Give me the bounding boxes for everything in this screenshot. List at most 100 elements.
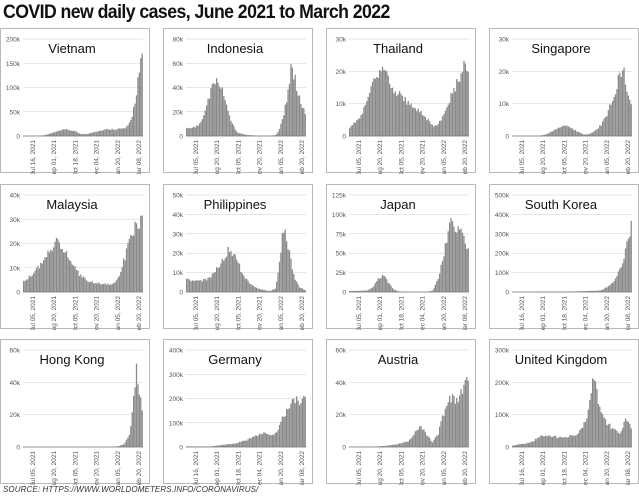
bar [446,107,448,136]
panel-austria: 0 20k 40k 60k Jul 05, 2021 Aug 20, 2021 Oct 05… [326,339,476,485]
bar [457,81,459,136]
bar [587,409,589,447]
bar [602,414,604,447]
bar [71,264,73,292]
bar [296,90,298,136]
x-tick-label: Oct 05, 2021 [235,140,242,174]
bar [363,290,365,292]
bar [522,443,524,447]
bar [570,128,572,136]
bar [381,275,384,292]
bar [97,131,99,136]
bar [453,87,455,136]
y-tick-label: 10k [10,265,21,272]
bar [301,108,303,136]
y-tick-label: 300k [495,348,510,355]
country-label: Hong Kong [39,352,105,367]
bar [600,412,602,447]
bar [616,276,618,292]
bar [610,429,612,447]
bar [75,269,78,292]
bar [210,277,212,292]
bar [380,277,382,292]
bar [267,434,269,447]
y-tick-label: 0 [179,290,183,297]
bar [401,95,404,136]
bar [460,389,462,447]
bar [439,273,441,292]
bar [537,437,539,447]
bar [607,424,609,447]
bar [447,104,449,136]
bar [286,102,288,136]
bar [63,129,65,136]
x-tick-label: Feb 20, 2022 [136,451,143,485]
y-tick-label: 10k [499,101,510,108]
bar [423,115,425,136]
x-tick-label: Feb 20, 2022 [625,140,632,174]
bar [436,281,438,292]
bar [353,290,355,292]
bar [98,283,100,292]
source-note: SOURCE: HTTPS://WWW.WORLDOMETERS.INFO/CO… [3,485,259,494]
bar [379,70,381,136]
bar [264,290,266,292]
y-tick-label: 30k [499,37,510,44]
bar [263,289,265,292]
bar [384,445,386,447]
bar [431,442,434,447]
bar [41,263,43,292]
bar [233,443,235,447]
bar [371,287,374,292]
bar [251,437,253,447]
bar [626,91,628,136]
bar [224,444,226,447]
bar [114,129,116,136]
panel-japan: 0 25k 50k 75k 100k 125k Jul 05, 2021 Sep 01, 20… [326,184,476,330]
bar [431,124,434,136]
bar [530,441,532,447]
bar [90,281,92,292]
bar [390,88,392,136]
bar [203,115,205,136]
bar [627,238,629,292]
country-label: Malaysia [46,197,98,212]
bar [416,111,418,136]
bar [577,291,579,292]
bar [556,128,558,136]
bar [278,128,281,136]
bar [227,246,229,292]
x-tick-label: Jan 20, 2022 [115,140,122,174]
bar [257,435,259,447]
bar [367,289,369,292]
bar [43,135,45,136]
bar [457,226,459,292]
bar [354,122,356,136]
bar [297,400,299,447]
bar [47,250,49,292]
bar [60,248,62,292]
bar [298,405,301,447]
bar [573,435,575,447]
bar [603,118,605,136]
bar [622,263,624,292]
bar [463,60,465,136]
bar [221,87,223,136]
bar [393,289,395,292]
bar [128,122,130,136]
bar [560,127,562,136]
bar [383,445,385,447]
x-tick-label: Jan 05, 2022 [604,140,611,174]
bar [217,267,219,292]
bar [607,110,609,136]
x-tick-label: Jul 05, 2021 [356,140,363,174]
bar [597,290,599,292]
bar [574,435,577,447]
bar [211,273,213,292]
bar [270,435,272,447]
bar [391,288,394,292]
x-tick-label: Jul 16, 2021 [519,451,526,485]
bar [394,290,396,292]
bar [624,84,627,136]
bar [107,283,109,292]
